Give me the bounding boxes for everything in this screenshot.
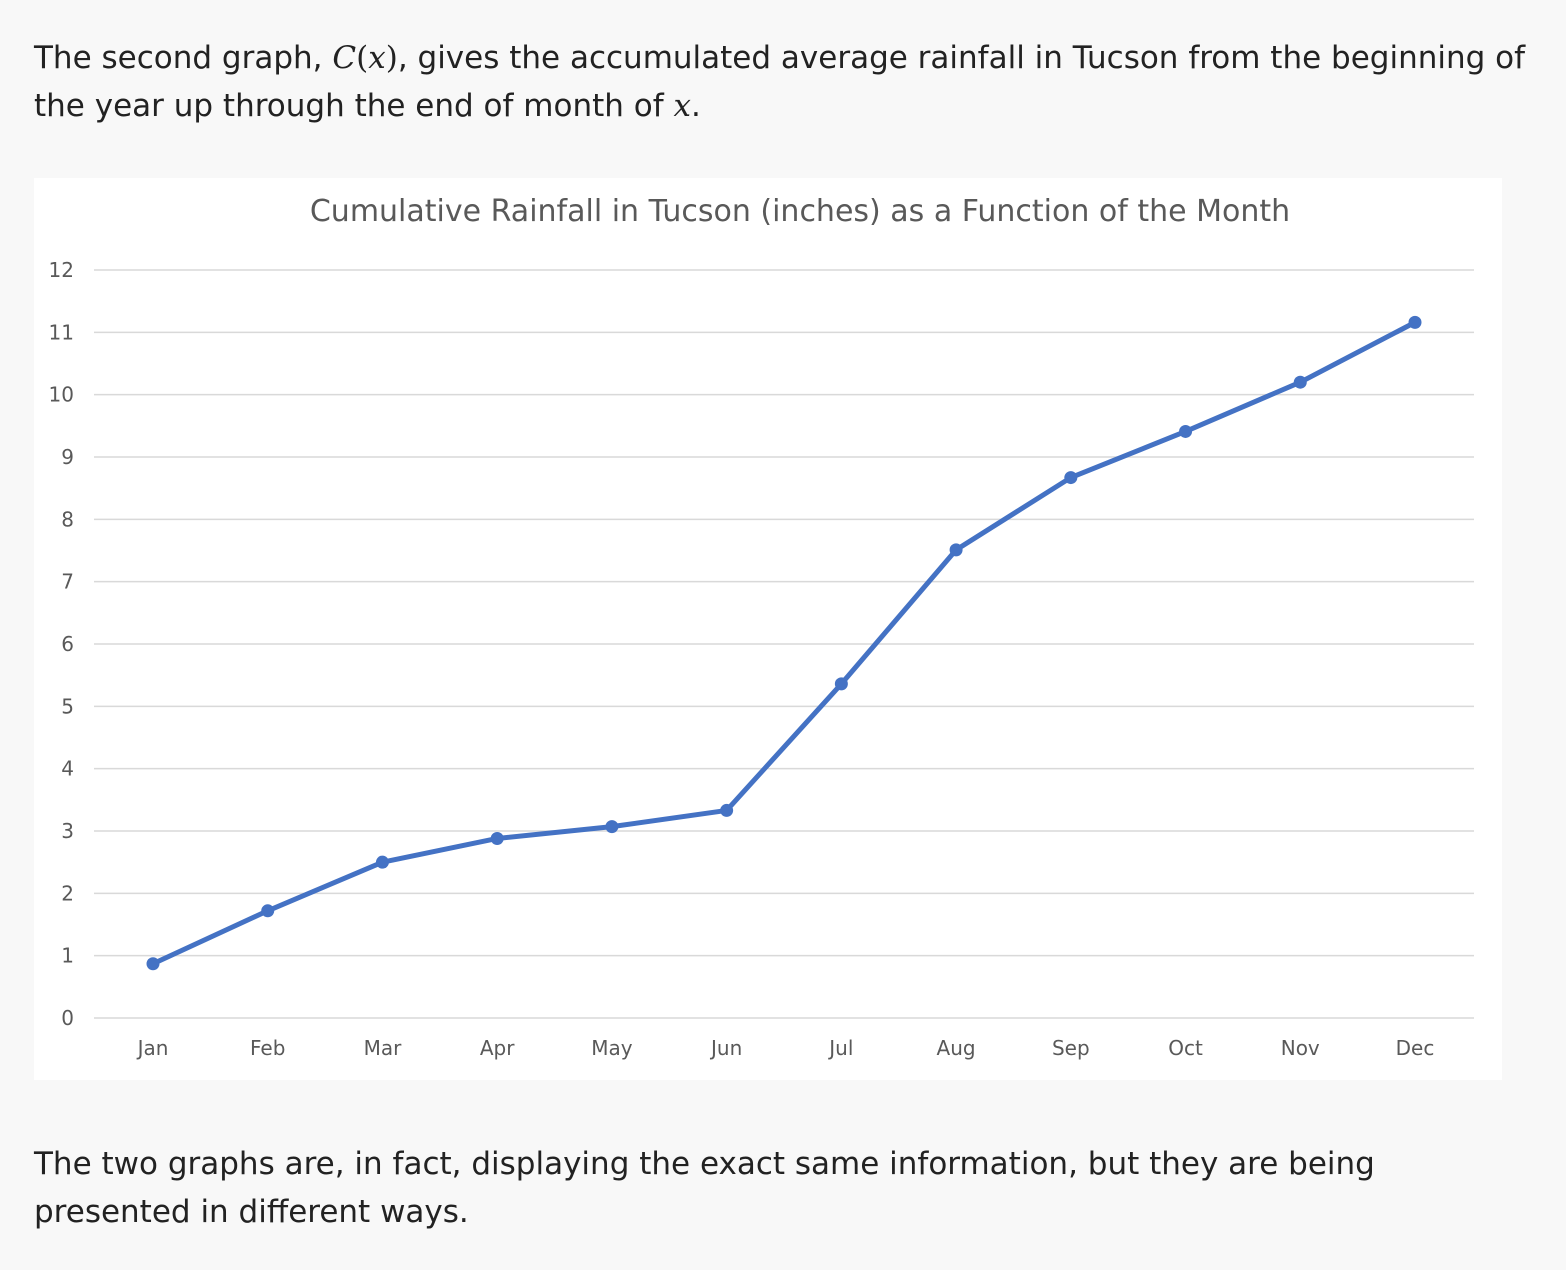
y-tick-label: 3 — [61, 819, 74, 843]
x-tick-label: Mar — [364, 1036, 403, 1060]
y-tick-label: 7 — [61, 570, 74, 594]
x-tick-label: Dec — [1396, 1036, 1435, 1060]
data-point-feb — [261, 904, 275, 918]
data-point-jul — [834, 677, 848, 691]
data-point-dec — [1408, 315, 1422, 329]
intro-text-end: . — [690, 88, 701, 124]
x-tick-label: Sep — [1052, 1036, 1090, 1060]
x-tick-label: Oct — [1168, 1036, 1203, 1060]
data-point-apr — [490, 831, 504, 845]
series-line — [150, 319, 1418, 967]
x-tick-label: Jul — [827, 1036, 853, 1060]
y-tick-label: 4 — [61, 757, 74, 781]
data-point-jan — [146, 957, 160, 971]
math-paren-open: ( — [356, 40, 369, 76]
y-tick-label: 0 — [61, 1006, 74, 1030]
x-tick-label: May — [591, 1036, 633, 1060]
x-tick-label: Nov — [1281, 1036, 1320, 1060]
data-point-sep — [1064, 471, 1078, 485]
data-point-may — [605, 820, 619, 834]
intro-paragraph: The second graph, C(x), gives the accumu… — [34, 34, 1534, 130]
x-tick-label: Apr — [480, 1036, 515, 1060]
y-tick-label: 2 — [61, 881, 74, 905]
y-tick-label: 11 — [49, 320, 74, 344]
gridlines — [94, 269, 1474, 1019]
y-tick-label: 12 — [49, 258, 74, 282]
data-point-jun — [720, 803, 734, 817]
outro-paragraph: The two graphs are, in fact, displaying … — [34, 1146, 1375, 1230]
data-point-oct — [1179, 424, 1193, 438]
x-tick-label: Jun — [709, 1036, 742, 1060]
x-axis-ticks: Jan Feb Mar Apr May Jun Jul Aug Sep Oct Nov Dec — [136, 1036, 1435, 1060]
y-tick-label: 10 — [49, 383, 74, 407]
chart-title: Cumulative Rainfall in Tucson (inches) a… — [309, 194, 1291, 229]
x-tick-label: Aug — [937, 1036, 976, 1060]
data-point-nov — [1293, 375, 1307, 389]
x-tick-label: Feb — [250, 1036, 285, 1060]
chart-panel: 0 1 2 3 4 5 6 7 8 9 10 11 12 Jan Feb Mar Apr May Jun Jul Au… — [34, 178, 1502, 1080]
y-tick-label: 6 — [61, 632, 74, 656]
series-points — [146, 315, 1422, 971]
y-tick-label: 1 — [61, 944, 74, 968]
math-x: x — [368, 40, 386, 76]
math-c: C — [332, 40, 357, 76]
math-function-c: C(x) — [332, 40, 397, 76]
y-tick-label: 8 — [61, 507, 74, 531]
y-tick-label: 5 — [61, 694, 74, 718]
data-point-aug — [949, 543, 963, 557]
math-var-x: x — [673, 88, 691, 124]
y-tick-label: 9 — [61, 445, 74, 469]
math-paren-close: ) — [385, 40, 398, 76]
x-tick-label: Jan — [136, 1036, 169, 1060]
data-point-mar — [375, 855, 389, 869]
intro-text-start: The second graph, — [34, 40, 333, 76]
intro-text-middle: , gives the accumulated average rainfall… — [34, 40, 1526, 124]
series-line-layer — [150, 319, 1418, 967]
